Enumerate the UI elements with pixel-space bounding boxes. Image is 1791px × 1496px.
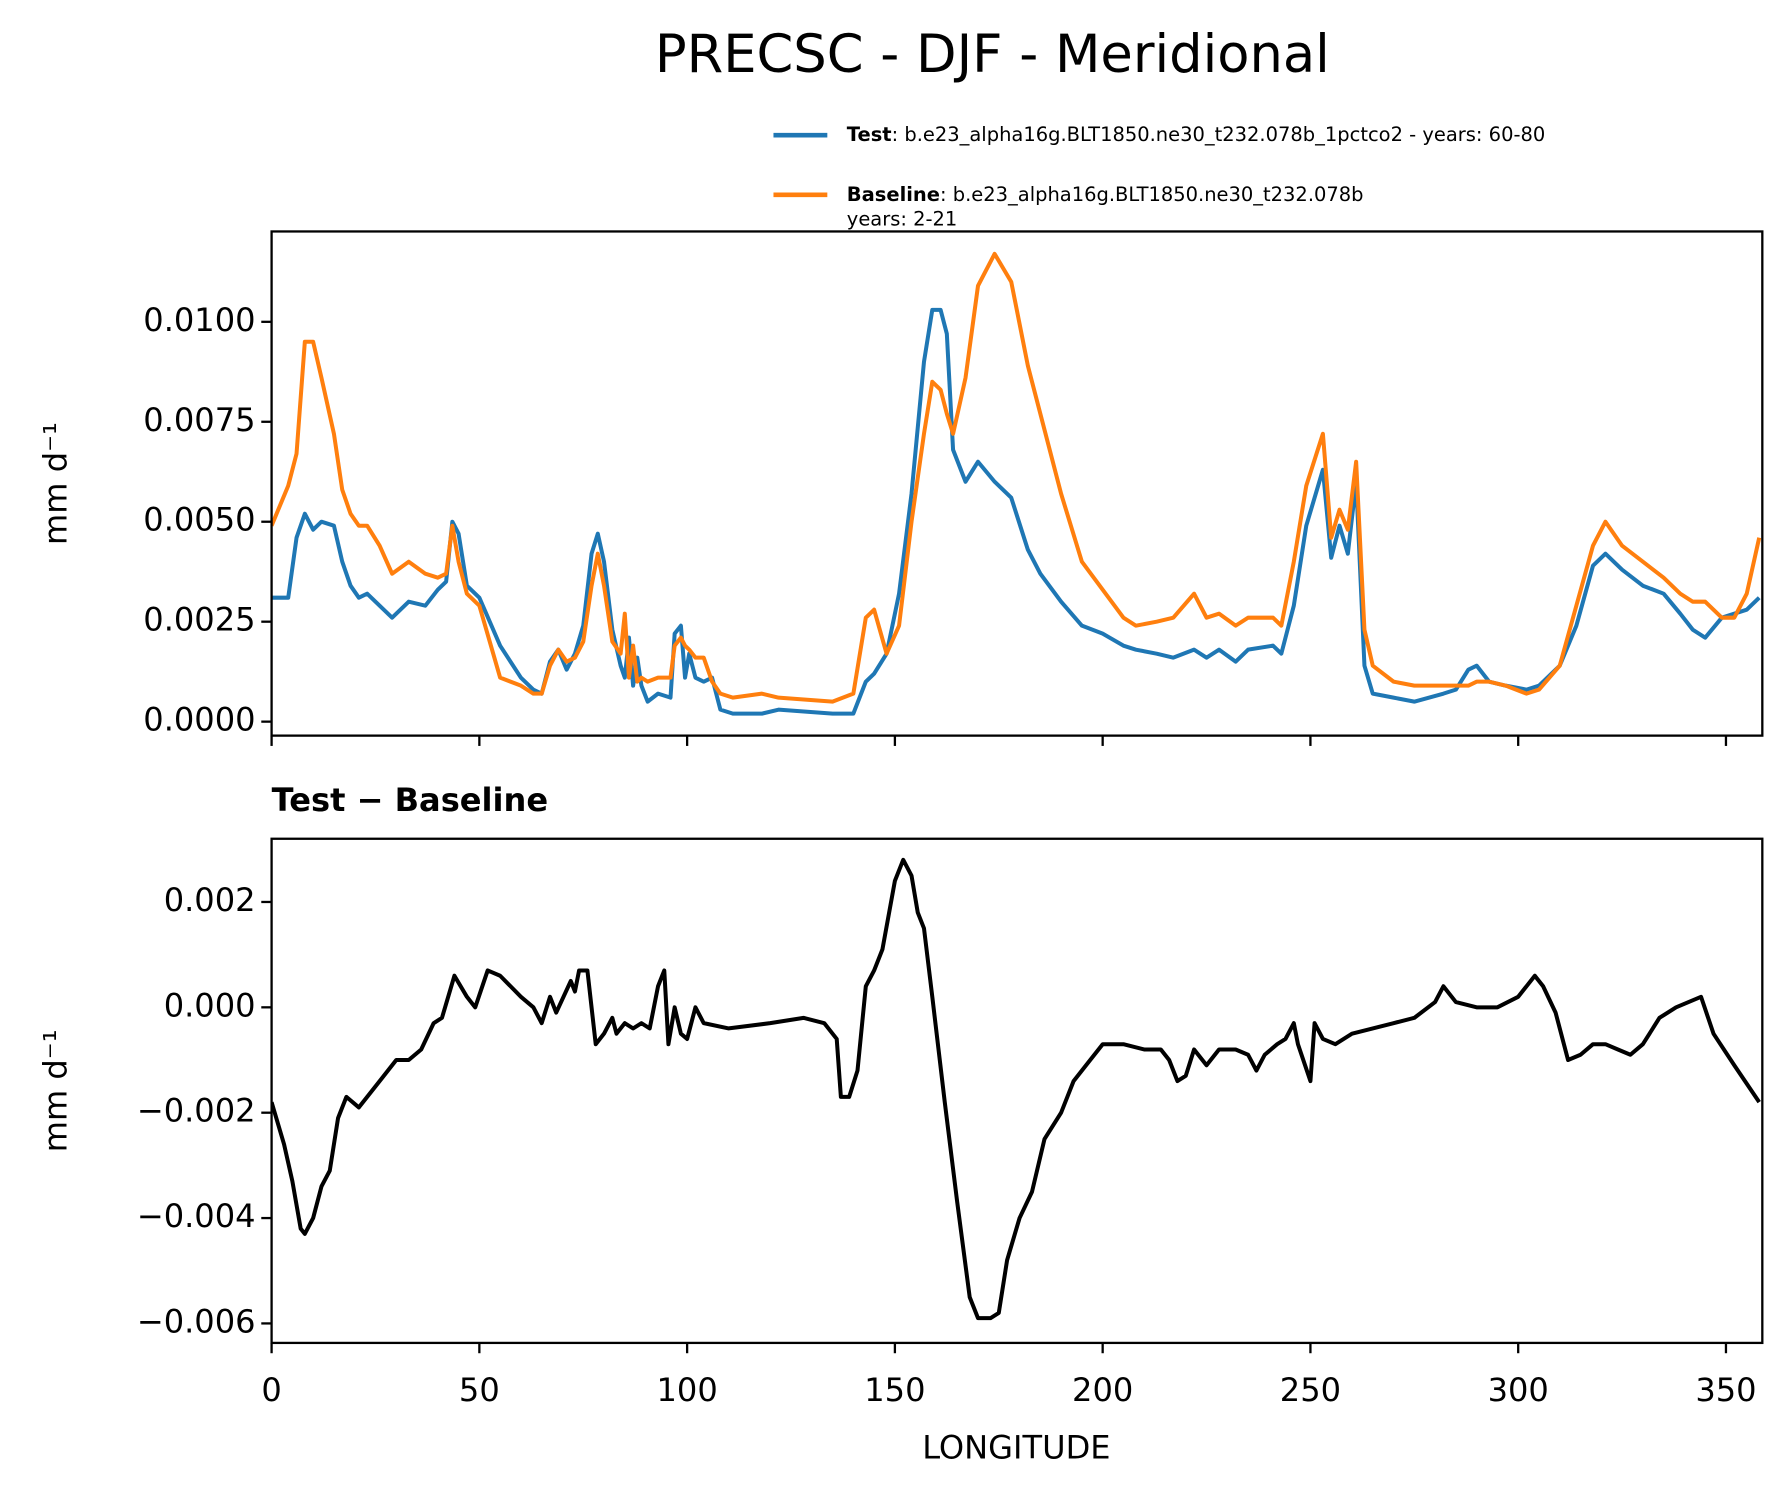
legend-name: Baseline bbox=[847, 182, 940, 205]
x-tick-label: 200 bbox=[1072, 1371, 1133, 1409]
y-axis-label: mm d⁻¹ bbox=[36, 1029, 74, 1152]
y-tick-label: −0.002 bbox=[137, 1092, 256, 1130]
axes-frame bbox=[270, 837, 1764, 1345]
axes-frame bbox=[270, 230, 1764, 737]
x-tick-label: 250 bbox=[1280, 1371, 1341, 1409]
x-tick-label: 100 bbox=[657, 1371, 718, 1409]
x-tick-label: 350 bbox=[1695, 1371, 1756, 1409]
y-tick-label: 0.0000 bbox=[143, 701, 255, 739]
y-tick-label: 0.0050 bbox=[143, 501, 255, 539]
y-tick-label: 0.0025 bbox=[143, 601, 255, 639]
y-tick-label: 0.0075 bbox=[143, 401, 255, 439]
x-tick-label: 300 bbox=[1488, 1371, 1549, 1409]
data-line bbox=[271, 307, 1761, 716]
x-tick-label: 0 bbox=[261, 1371, 281, 1409]
x-axis-label: LONGITUDE bbox=[922, 1428, 1110, 1466]
x-tick-label: 50 bbox=[459, 1371, 500, 1409]
y-tick-label: 0.0100 bbox=[143, 301, 255, 339]
y-tick-label: −0.006 bbox=[137, 1302, 256, 1340]
y-tick-label: 0.000 bbox=[164, 986, 256, 1024]
x-tick-label: 150 bbox=[864, 1371, 925, 1409]
legend-name: Test bbox=[847, 123, 892, 146]
data-line bbox=[271, 251, 1762, 704]
subplot-title: Test − Baseline bbox=[272, 781, 549, 819]
legend-description: : b.e23_alpha16g.BLT1850.ne30_t232.078b_… bbox=[892, 123, 1546, 146]
y-axis-label: mm d⁻¹ bbox=[36, 422, 74, 545]
legend-description: years: 2-21 bbox=[847, 207, 958, 230]
legend-description: : b.e23_alpha16g.BLT1850.ne30_t232.078b bbox=[940, 182, 1364, 205]
legend-entry: Test: b.e23_alpha16g.BLT1850.ne30_t232.0… bbox=[847, 123, 1545, 146]
data-line bbox=[271, 857, 1761, 1321]
y-tick-label: −0.004 bbox=[137, 1197, 256, 1235]
chart-title: PRECSC - DJF - Meridional bbox=[655, 24, 1330, 85]
y-tick-label: 0.002 bbox=[164, 881, 256, 919]
legend-entry: Baseline: b.e23_alpha16g.BLT1850.ne30_t2… bbox=[847, 182, 1364, 205]
